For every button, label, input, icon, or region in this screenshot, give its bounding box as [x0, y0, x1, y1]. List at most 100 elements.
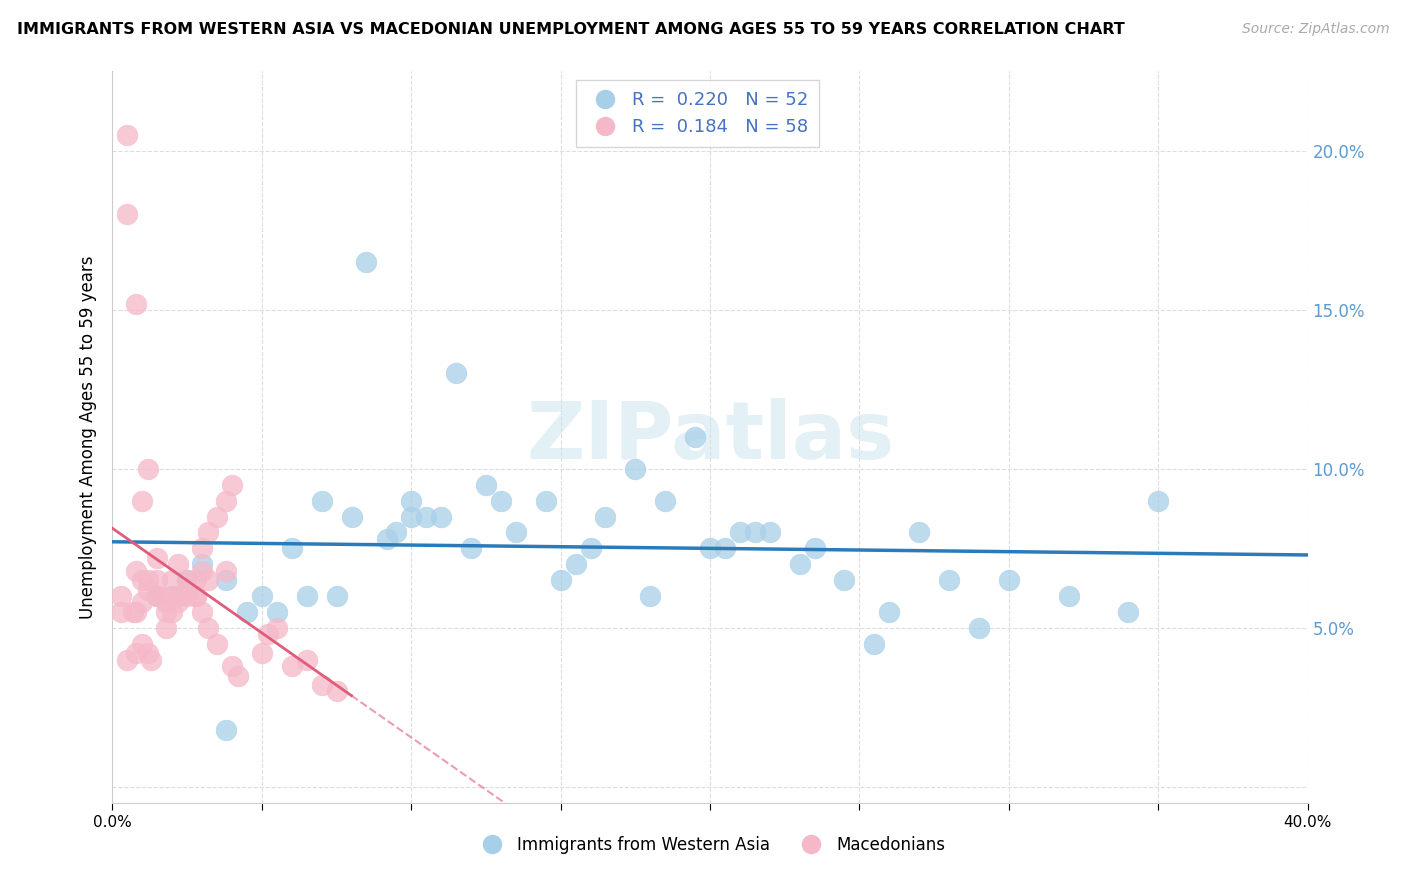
Point: [834, 573, 856, 587]
Point: [167, 558, 190, 572]
Point: [131, 637, 153, 651]
Point: [155, 605, 177, 619]
Point: [146, 550, 169, 565]
Point: [377, 532, 399, 546]
Point: [215, 723, 238, 737]
Point: [197, 573, 219, 587]
Point: [191, 605, 214, 619]
Point: [146, 589, 169, 603]
Point: [117, 207, 139, 221]
Point: [789, 558, 811, 572]
Point: [176, 582, 198, 597]
Point: [186, 573, 208, 587]
Point: [221, 477, 243, 491]
Point: [162, 589, 183, 603]
Point: [176, 573, 198, 587]
Text: Source: ZipAtlas.com: Source: ZipAtlas.com: [1241, 22, 1389, 37]
Point: [595, 509, 617, 524]
Point: [624, 462, 647, 476]
Point: [138, 582, 160, 597]
Legend: Immigrants from Western Asia, Macedonians: Immigrants from Western Asia, Macedonian…: [468, 829, 952, 860]
Point: [155, 595, 177, 609]
Point: [221, 659, 243, 673]
Text: IMMIGRANTS FROM WESTERN ASIA VS MACEDONIAN UNEMPLOYMENT AMONG AGES 55 TO 59 YEAR: IMMIGRANTS FROM WESTERN ASIA VS MACEDONI…: [17, 22, 1125, 37]
Text: ZIPatlas: ZIPatlas: [526, 398, 894, 476]
Point: [250, 646, 273, 660]
Point: [1057, 589, 1080, 603]
Point: [415, 509, 437, 524]
Point: [197, 621, 219, 635]
Point: [110, 589, 132, 603]
Point: [138, 573, 160, 587]
Point: [146, 589, 169, 603]
Point: [1118, 605, 1140, 619]
Point: [236, 605, 259, 619]
Point: [579, 541, 602, 556]
Point: [505, 525, 527, 540]
Point: [938, 573, 960, 587]
Point: [125, 646, 148, 660]
Point: [122, 605, 145, 619]
Point: [863, 637, 886, 651]
Point: [162, 605, 183, 619]
Point: [489, 493, 512, 508]
Point: [444, 367, 467, 381]
Point: [167, 595, 190, 609]
Point: [714, 541, 737, 556]
Point: [191, 558, 214, 572]
Point: [131, 595, 153, 609]
Point: [155, 621, 177, 635]
Point: [167, 589, 190, 603]
Point: [550, 573, 572, 587]
Point: [401, 509, 423, 524]
Point: [257, 627, 280, 641]
Point: [215, 573, 238, 587]
Point: [460, 541, 482, 556]
Point: [385, 525, 408, 540]
Point: [117, 128, 139, 142]
Point: [908, 525, 931, 540]
Point: [803, 541, 825, 556]
Point: [186, 589, 208, 603]
Point: [191, 564, 214, 578]
Point: [215, 493, 238, 508]
Point: [281, 541, 304, 556]
Point: [401, 493, 423, 508]
Point: [226, 668, 249, 682]
Point: [654, 493, 676, 508]
Point: [197, 525, 219, 540]
Point: [728, 525, 751, 540]
Point: [125, 296, 148, 310]
Point: [266, 605, 288, 619]
Point: [250, 589, 273, 603]
Point: [125, 564, 148, 578]
Point: [138, 462, 160, 476]
Point: [176, 573, 198, 587]
Point: [699, 541, 721, 556]
Point: [176, 589, 198, 603]
Y-axis label: Unemployment Among Ages 55 to 59 years: Unemployment Among Ages 55 to 59 years: [79, 255, 97, 619]
Point: [640, 589, 662, 603]
Point: [110, 605, 132, 619]
Point: [311, 678, 333, 692]
Point: [186, 589, 208, 603]
Point: [759, 525, 782, 540]
Point: [683, 430, 706, 444]
Point: [205, 637, 228, 651]
Point: [967, 621, 990, 635]
Point: [325, 589, 347, 603]
Point: [131, 493, 153, 508]
Point: [281, 659, 304, 673]
Point: [311, 493, 333, 508]
Point: [131, 573, 153, 587]
Point: [266, 621, 288, 635]
Point: [564, 558, 586, 572]
Point: [162, 573, 183, 587]
Point: [534, 493, 557, 508]
Point: [146, 573, 169, 587]
Point: [295, 653, 318, 667]
Point: [340, 509, 363, 524]
Point: [138, 646, 160, 660]
Point: [879, 605, 901, 619]
Point: [430, 509, 453, 524]
